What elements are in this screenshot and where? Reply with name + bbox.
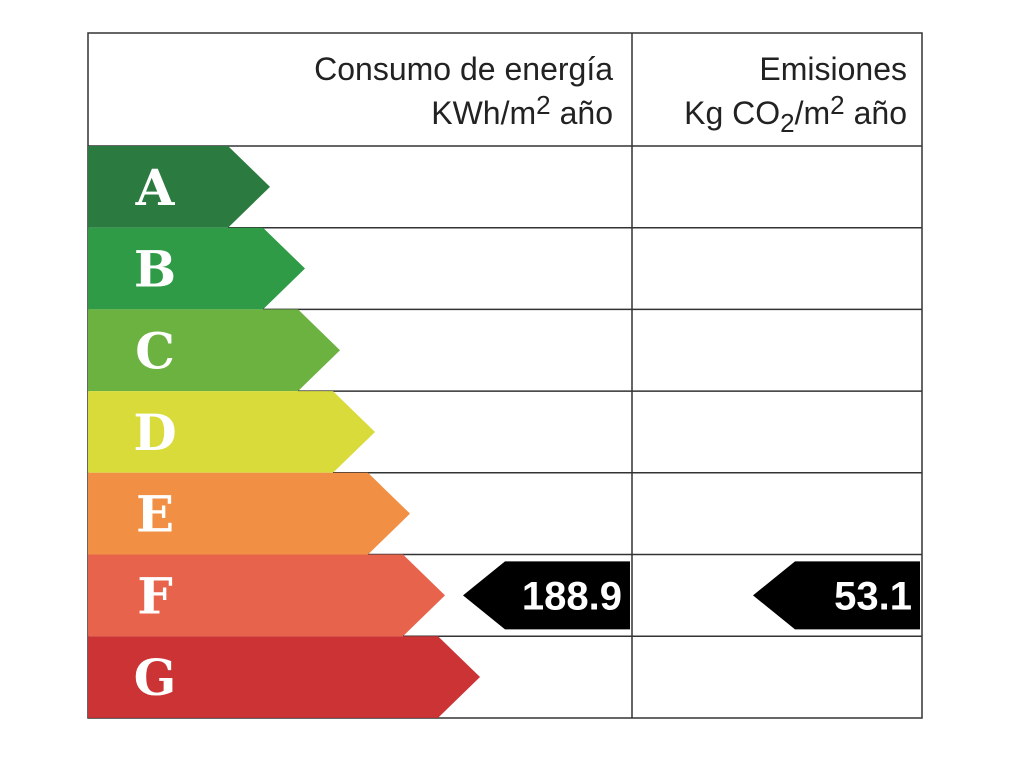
unit-part: año [854, 95, 907, 131]
rating-value: 53.1 [834, 574, 912, 618]
rating-pointer [753, 561, 920, 630]
rating-value: 188.9 [522, 574, 622, 618]
class-arrow [88, 554, 445, 637]
class-letter: A [135, 158, 176, 217]
emissions-title: Emisiones [759, 51, 907, 87]
unit-sup: 2 [536, 90, 550, 120]
class-letter: B [134, 240, 176, 299]
unit-part: KWh/m [431, 95, 536, 131]
rating-pointer [463, 561, 630, 630]
class-arrow [88, 309, 340, 392]
unit-part: /m [795, 95, 831, 131]
unit-sub: 2 [780, 108, 794, 138]
class-letter: G [134, 648, 177, 707]
energy-unit: KWh/m2 año [431, 90, 613, 131]
class-arrow [88, 146, 270, 228]
emissions-unit: Kg CO2/m2 año [684, 90, 907, 138]
class-arrow [88, 636, 480, 718]
class-letter: F [137, 566, 173, 625]
class-arrow [88, 227, 305, 310]
class-arrow [88, 472, 410, 555]
unit-sup: 2 [830, 90, 844, 120]
class-letter: D [133, 403, 176, 462]
class-letter: C [135, 321, 175, 380]
unit-part: Kg CO [684, 95, 780, 131]
class-letter: E [136, 485, 174, 544]
energy-title: Consumo de energía [314, 51, 613, 87]
class-arrow [88, 391, 375, 473]
unit-part: año [560, 95, 613, 131]
